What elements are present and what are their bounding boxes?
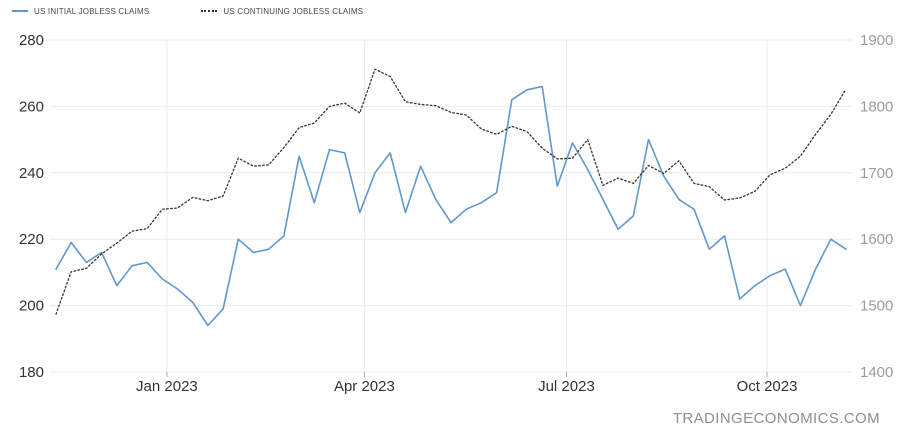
legend-label-continuing-claims: US CONTINUING JOBLESS CLAIMS [223,6,364,16]
y-axis-left-tick-200: 200 [19,298,44,315]
y-axis-left-tick-220: 220 [19,231,44,248]
y-axis-right-tick-1600: 1600 [860,231,893,248]
chart-legend: US INITIAL JOBLESS CLAIMS US CONTINUING … [12,5,363,17]
y-axis-left-tick-280: 280 [19,32,44,49]
tradingeconomics-watermark: TRADINGECONOMICS.COM [672,410,880,427]
series-line-us-continuing-jobless-claims[interactable] [55,68,847,315]
y-axis-left-tick-180: 180 [19,364,44,381]
y-axis-right-tick-1500: 1500 [860,298,893,315]
legend-item-initial-claims[interactable]: US INITIAL JOBLESS CLAIMS [12,7,149,16]
y-axis-right-tick-1700: 1700 [860,165,893,182]
series-line-us-initial-jobless-claims[interactable] [55,85,847,327]
y-axis-right-tick-1900: 1900 [860,32,893,49]
solid-line-swatch-icon [12,10,28,12]
dotted-line-swatch-icon [201,10,218,12]
x-axis-label-apr-2023: Apr 2023 [334,378,395,395]
y-axis-right-tick-1400: 1400 [860,364,893,381]
x-axis-label-jan-2023: Jan 2023 [136,378,198,395]
y-axis-left-tick-260: 260 [19,98,44,115]
x-axis-label-jul-2023: Jul 2023 [538,378,595,395]
legend-item-continuing-claims[interactable]: US CONTINUING JOBLESS CLAIMS [201,7,363,16]
x-axis-label-oct-2023: Oct 2023 [737,378,798,395]
y-axis-left-tick-240: 240 [19,165,44,182]
y-axis-right-tick-1800: 1800 [860,98,893,115]
legend-label-initial-claims: US INITIAL JOBLESS CLAIMS [34,6,150,16]
